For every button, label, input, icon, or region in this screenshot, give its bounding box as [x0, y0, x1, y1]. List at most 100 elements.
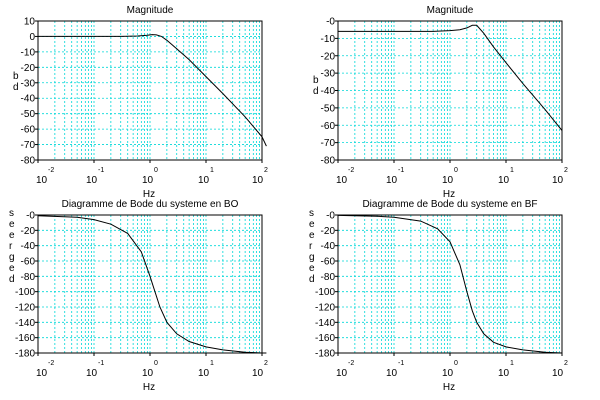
y-tick-label: -0 [326, 17, 335, 28]
y-axis-label-char: g [9, 252, 15, 263]
x-tick-label-exponent: -1 [398, 167, 404, 174]
y-tick-label: -40 [21, 94, 36, 105]
y-tick-label: -30 [21, 78, 36, 89]
y-tick-label: -70 [321, 138, 336, 149]
y-axis-label-char: g [309, 252, 315, 263]
series-line [338, 24, 563, 131]
y-tick-label: -0 [26, 211, 35, 222]
x-tick-label-base: 10 [552, 175, 564, 186]
chart-title: Diagramme de Bode du systeme en BF [362, 199, 537, 210]
series-line [37, 215, 267, 354]
y-axis-label-char: d [313, 86, 319, 97]
x-tick-label-base: 10 [198, 368, 210, 379]
chart-title: Magnitude [127, 5, 174, 16]
y-tick-label: 10 [24, 17, 36, 28]
y-tick-label: -80 [21, 272, 36, 283]
y-tick-label: -120 [15, 303, 35, 314]
x-tick-label-exponent: 2 [264, 360, 268, 367]
x-tick-label-exponent: 2 [564, 167, 568, 174]
series-line [337, 214, 563, 354]
x-tick-label-exponent: -2 [348, 360, 354, 367]
x-tick-label-base: 10 [86, 368, 98, 379]
y-tick-label: -100 [15, 287, 35, 298]
x-tick-label-base: 10 [552, 368, 564, 379]
y-axis-label-char: e [9, 263, 15, 274]
chart-panel-2: -0-10-20-30-40-50-60-70-8010-210-1100101… [313, 5, 568, 200]
x-axis-label: Hz [143, 189, 155, 200]
y-axis-label-char: b [13, 71, 19, 82]
y-axis-label-char: d [309, 274, 315, 285]
y-tick-label: -160 [315, 333, 335, 344]
x-tick-label-base: 10 [198, 175, 210, 186]
x-tick-label-exponent: 0 [154, 360, 158, 367]
x-tick-label-base: 10 [336, 175, 348, 186]
y-axis-label-char: r [309, 241, 313, 252]
x-tick-label-exponent: 1 [210, 360, 214, 367]
chart-panel-4: -0-20-40-60-80-100-120-140-160-18010-210… [309, 199, 568, 393]
y-tick-label: -80 [321, 156, 336, 167]
y-axis-label-char: s [9, 208, 14, 219]
y-tick-label: 0 [29, 32, 35, 43]
x-tick-label-base: 10 [142, 368, 154, 379]
y-tick-label: -60 [21, 125, 36, 136]
y-tick-label: -10 [321, 34, 336, 45]
y-tick-label: -50 [21, 109, 36, 120]
y-axis-label-char: e [309, 230, 315, 241]
x-tick-label-exponent: -2 [48, 360, 54, 367]
y-tick-label: -60 [321, 257, 336, 268]
y-tick-label: -40 [21, 241, 36, 252]
x-tick-label-base: 10 [386, 368, 398, 379]
y-tick-label: -160 [15, 333, 35, 344]
y-tick-label: -60 [321, 121, 336, 132]
x-tick-label-base: 10 [36, 175, 48, 186]
y-tick-label: -20 [321, 226, 336, 237]
chart-title: Diagramme de Bode du systeme en BO [62, 199, 239, 210]
x-tick-label-exponent: 2 [264, 167, 268, 174]
y-tick-label: -80 [321, 272, 336, 283]
y-axis-label-char: e [9, 219, 15, 230]
y-tick-label: -0 [326, 211, 335, 222]
y-tick-label: -70 [21, 140, 36, 151]
x-tick-label-exponent: 0 [454, 360, 458, 367]
x-tick-label-base: 10 [142, 175, 154, 186]
y-tick-label: -140 [315, 318, 335, 329]
x-tick-label-exponent: -1 [98, 167, 104, 174]
y-tick-label: -140 [15, 318, 35, 329]
y-tick-label: -50 [321, 103, 336, 114]
x-tick-label-base: 10 [386, 175, 398, 186]
y-tick-label: -40 [321, 241, 336, 252]
y-tick-label: -10 [21, 47, 36, 58]
x-tick-label-exponent: -2 [48, 167, 54, 174]
x-tick-label-exponent: 1 [210, 167, 214, 174]
chart-title: Magnitude [427, 5, 474, 16]
x-tick-label-base: 10 [442, 368, 454, 379]
y-tick-label: -20 [321, 51, 336, 62]
x-tick-label-exponent: 2 [564, 360, 568, 367]
x-tick-label-exponent: -2 [348, 167, 354, 174]
x-axis-label: Hz [443, 382, 455, 393]
y-tick-label: -20 [21, 226, 36, 237]
y-axis-label-char: d [9, 274, 15, 285]
y-axis-label-char: e [309, 219, 315, 230]
y-tick-label: -120 [315, 303, 335, 314]
x-tick-label-base: 10 [86, 175, 98, 186]
x-tick-label-exponent: 1 [510, 360, 514, 367]
y-axis-label-char: s [309, 208, 314, 219]
y-tick-label: -20 [21, 63, 36, 74]
chart-panel-1: 100-10-20-30-40-50-60-70-8010-210-110010… [13, 5, 268, 200]
x-tick-label-base: 10 [498, 368, 510, 379]
series-line [38, 34, 267, 147]
chart-panel-3: -0-20-40-60-80-100-120-140-160-18010-210… [9, 199, 268, 393]
y-axis-label-char: e [9, 230, 15, 241]
y-tick-label: -80 [21, 156, 36, 167]
y-tick-label: -180 [315, 349, 335, 360]
x-tick-label-exponent: -1 [98, 360, 104, 367]
y-tick-label: -100 [315, 287, 335, 298]
y-axis-label-char: r [9, 241, 13, 252]
x-tick-label-base: 10 [36, 368, 48, 379]
x-tick-label-base: 10 [252, 368, 264, 379]
y-axis-label-char: b [313, 75, 319, 86]
x-tick-label-exponent: 0 [454, 167, 458, 174]
y-axis-label-char: d [13, 82, 19, 93]
